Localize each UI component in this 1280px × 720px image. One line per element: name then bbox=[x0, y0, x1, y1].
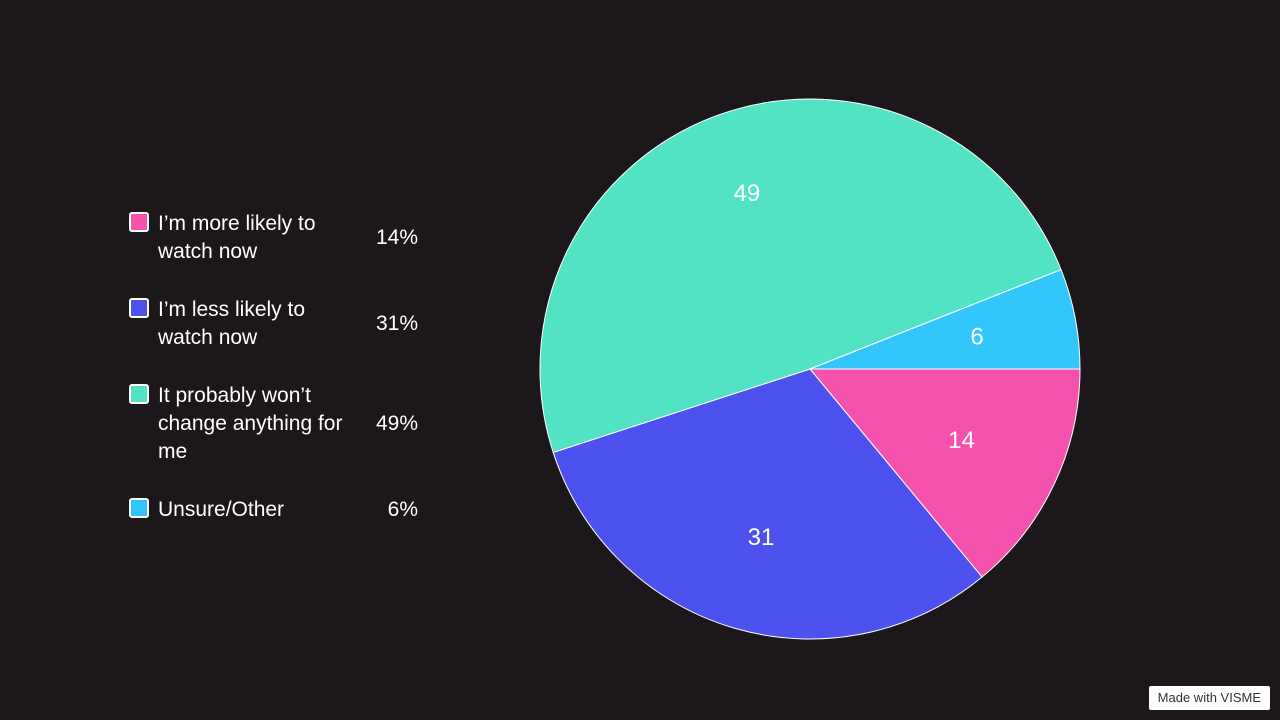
legend-swatch-unsure bbox=[129, 498, 149, 518]
slice-value-label: 49 bbox=[734, 180, 761, 207]
pie-slice[interactable] bbox=[552, 368, 983, 640]
watermark-badge[interactable]: Made with VISME bbox=[1148, 686, 1270, 710]
legend-swatch-less-likely bbox=[129, 298, 149, 318]
pie-chart: 14 31 49 6 bbox=[539, 98, 1081, 640]
legend-label: It probably won’t change anything for me bbox=[158, 384, 343, 463]
slice-value-label: 14 bbox=[948, 427, 975, 454]
legend-percent: 49% bbox=[375, 412, 418, 435]
pie-slice[interactable] bbox=[809, 268, 1081, 370]
legend-label: I’m more likely to watch now bbox=[158, 212, 316, 263]
pie-slice[interactable] bbox=[539, 98, 1062, 454]
legend-label: I’m less likely to watch now bbox=[158, 298, 306, 349]
legend-percent: 6% bbox=[387, 498, 418, 521]
legend-label: Unsure/Other bbox=[158, 498, 285, 521]
slice-value-label: 6 bbox=[970, 324, 983, 351]
legend-swatch-more-likely bbox=[129, 212, 149, 232]
pie-slice[interactable] bbox=[808, 368, 1081, 578]
legend-swatch-no-change bbox=[129, 384, 149, 404]
slice-value-label: 31 bbox=[748, 524, 775, 551]
legend-percent: 31% bbox=[375, 312, 418, 335]
legend-percent: 14% bbox=[375, 226, 418, 249]
